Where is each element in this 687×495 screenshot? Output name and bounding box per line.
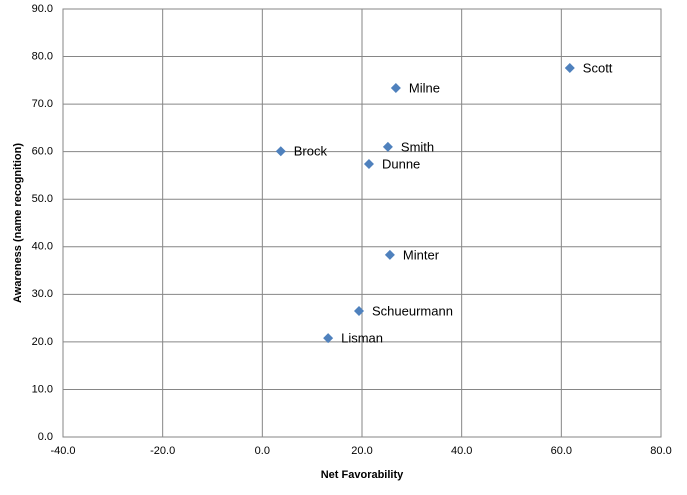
y-tick-label: 60.0 <box>32 146 53 158</box>
y-tick-label: 10.0 <box>32 383 53 395</box>
x-tick-label: -20.0 <box>150 445 175 457</box>
y-tick-label: 80.0 <box>32 50 53 62</box>
point <box>390 82 401 93</box>
x-tick-label: 40.0 <box>451 445 472 457</box>
y-tick-label: 30.0 <box>32 288 53 300</box>
point-label: Minter <box>403 247 440 262</box>
point <box>363 159 374 170</box>
point-label: Milne <box>409 80 440 95</box>
x-axis-title: Net Favorability <box>321 469 404 481</box>
y-tick-label: 20.0 <box>32 336 53 348</box>
y-tick-label: 40.0 <box>32 241 53 253</box>
y-tick-label: 70.0 <box>32 98 53 110</box>
point <box>564 62 575 73</box>
y-tick-label: 0.0 <box>38 431 53 443</box>
point <box>354 305 365 316</box>
x-tick-label: 20.0 <box>351 445 372 457</box>
y-tick-label: 50.0 <box>32 193 53 205</box>
point-label: Brock <box>294 144 328 159</box>
plot-border <box>62 8 662 438</box>
x-tick-label: -40.0 <box>50 445 75 457</box>
point-label: Schueurmann <box>372 303 453 318</box>
point <box>275 146 286 157</box>
point-label: Dunne <box>382 156 420 171</box>
x-tick-label: 80.0 <box>650 445 671 457</box>
point-label: Scott <box>583 60 613 75</box>
point-label: Lisman <box>341 331 383 346</box>
x-tick-label: 0.0 <box>255 445 270 457</box>
y-axis-title: Awareness (name recognition) <box>12 143 24 303</box>
y-tick-label: 90.0 <box>32 3 53 15</box>
x-tick-label: 60.0 <box>551 445 572 457</box>
point <box>384 249 395 260</box>
point <box>382 141 393 152</box>
point-label: Smith <box>401 139 434 154</box>
point <box>323 333 334 344</box>
